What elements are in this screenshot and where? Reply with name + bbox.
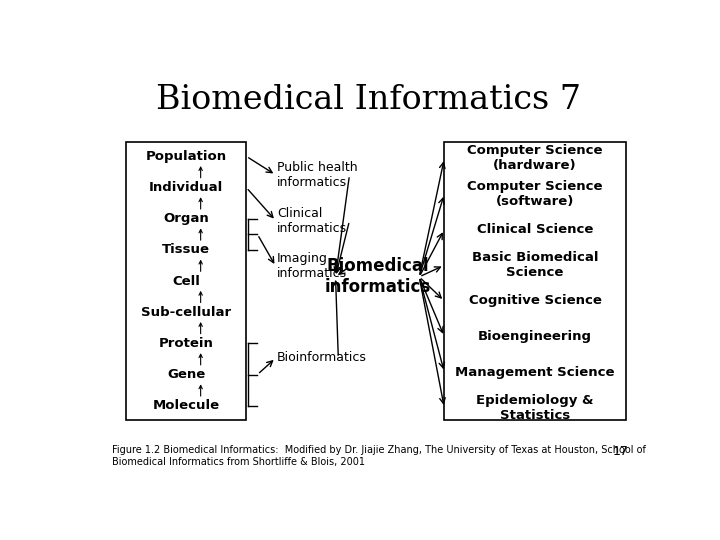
Text: Tissue: Tissue bbox=[162, 244, 210, 256]
Text: Basic Biomedical
Science: Basic Biomedical Science bbox=[472, 251, 598, 279]
Text: Population: Population bbox=[145, 150, 227, 163]
Bar bbox=[444, 141, 626, 420]
Text: Molecule: Molecule bbox=[153, 399, 220, 412]
Text: Clinical Science: Clinical Science bbox=[477, 223, 593, 236]
Text: Epidemiology &
Statistics: Epidemiology & Statistics bbox=[476, 394, 594, 422]
Text: Computer Science
(hardware): Computer Science (hardware) bbox=[467, 144, 603, 172]
Text: 17: 17 bbox=[613, 446, 629, 458]
Text: Computer Science
(software): Computer Science (software) bbox=[467, 180, 603, 208]
Bar bbox=[126, 141, 246, 420]
Text: Clinical
informatics: Clinical informatics bbox=[277, 207, 347, 235]
Text: Cognitive Science: Cognitive Science bbox=[469, 294, 601, 307]
Text: Management Science: Management Science bbox=[455, 366, 615, 379]
Text: Figure 1.2 Biomedical Informatics:  Modified by Dr. Jiajie Zhang, The University: Figure 1.2 Biomedical Informatics: Modif… bbox=[112, 446, 646, 467]
Text: Biomedical
informatics: Biomedical informatics bbox=[324, 258, 431, 296]
Text: Biomedical Informatics 7: Biomedical Informatics 7 bbox=[156, 84, 582, 116]
Text: Public health
informatics: Public health informatics bbox=[277, 161, 358, 189]
Text: Sub-cellular: Sub-cellular bbox=[141, 306, 231, 319]
Text: Individual: Individual bbox=[149, 181, 223, 194]
Text: Gene: Gene bbox=[167, 368, 205, 381]
Text: Cell: Cell bbox=[172, 274, 200, 287]
Text: Organ: Organ bbox=[163, 212, 209, 225]
Text: Imaging
informatics: Imaging informatics bbox=[277, 253, 347, 280]
Text: Bioengineering: Bioengineering bbox=[478, 330, 592, 343]
Text: Bioinformatics: Bioinformatics bbox=[277, 352, 366, 365]
Text: Protein: Protein bbox=[159, 337, 214, 350]
